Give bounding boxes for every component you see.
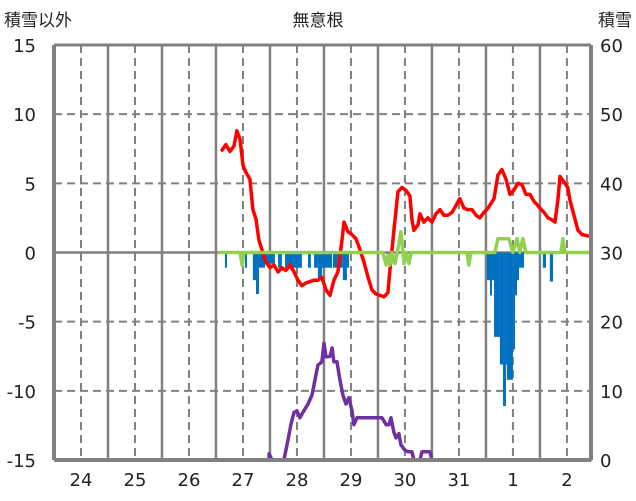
precipitation-bar xyxy=(307,252,311,268)
precipitation-bar xyxy=(512,252,515,350)
x-tick-label: 27 xyxy=(232,470,255,491)
y-left-tick-label: 15 xyxy=(13,36,36,57)
precipitation-bar xyxy=(224,252,228,268)
x-tick-label: 24 xyxy=(70,470,93,491)
temperature-line xyxy=(220,129,590,299)
precipitation-bar xyxy=(244,252,248,268)
precipitation-bar xyxy=(505,252,507,365)
precipitation-bar xyxy=(486,252,490,281)
precipitation-bar xyxy=(489,252,493,296)
precipitation-bar xyxy=(514,252,517,296)
y-right-tick-label: 50 xyxy=(600,105,623,126)
x-tick-label: 29 xyxy=(340,470,363,491)
precipitation-bar xyxy=(503,252,506,407)
y-left-tick-label: -15 xyxy=(7,451,36,472)
y-left-tick-label: 10 xyxy=(13,105,36,126)
precipitation-bar xyxy=(332,252,338,268)
snow-depth-line xyxy=(216,341,592,462)
x-tick-label: 26 xyxy=(178,470,201,491)
y-right-tick-label: 60 xyxy=(600,36,623,57)
x-tick-label: 30 xyxy=(393,470,416,491)
x-tick-label: 31 xyxy=(447,470,470,491)
y-right-tick-label: 40 xyxy=(600,174,623,195)
precipitation-bar xyxy=(314,252,318,268)
y-left-tick-label: 5 xyxy=(25,174,36,195)
plot-frame xyxy=(52,43,593,462)
y-right-tick-label: 20 xyxy=(600,313,623,334)
x-tick-label: 2 xyxy=(561,470,572,491)
precipitation-bar xyxy=(265,252,275,264)
precipitation-bar xyxy=(342,252,347,281)
precipitation-bar xyxy=(256,252,259,294)
precipitation-bar xyxy=(542,252,547,268)
precipitation-bars xyxy=(224,252,553,407)
y-left-tick-label: -10 xyxy=(7,382,36,403)
left-axis-title: 積雪以外 xyxy=(4,11,72,31)
y-left-tick-label: -5 xyxy=(18,313,36,334)
precipitation-bar xyxy=(252,252,257,281)
precipitation-bar xyxy=(519,252,524,268)
x-tick-label: 25 xyxy=(124,470,147,491)
precipitation-bar xyxy=(499,252,504,365)
right-axis-title: 積雪 xyxy=(598,11,632,31)
other-line xyxy=(218,230,592,267)
y-right-tick-label: 30 xyxy=(600,244,623,265)
chart-title: 無意根 xyxy=(293,11,344,31)
y-right-tick-label: 10 xyxy=(600,382,623,403)
precipitation-bar xyxy=(346,252,349,268)
precipitation-bar xyxy=(516,252,520,281)
precipitation-bar xyxy=(317,252,322,279)
y-right-tick-label: 0 xyxy=(600,451,611,472)
precipitation-bar xyxy=(494,252,500,337)
y-left-tick-label: 0 xyxy=(25,244,36,265)
precipitation-bar xyxy=(549,252,553,282)
precipitation-bar xyxy=(506,252,513,380)
precipitation-bar xyxy=(321,252,333,268)
precipitation-bar xyxy=(492,252,495,281)
precipitation-bar xyxy=(258,252,266,268)
x-tick-label: 28 xyxy=(286,470,309,491)
series-lines xyxy=(216,129,592,462)
x-tick-label: 1 xyxy=(507,470,518,491)
precipitation-bar xyxy=(278,252,282,268)
